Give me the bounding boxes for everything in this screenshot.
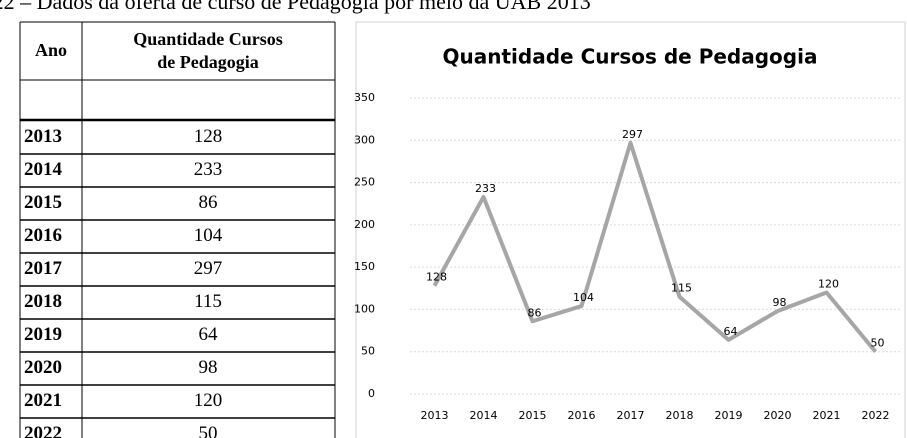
table-year: 2019: [24, 324, 62, 345]
data-label: 98: [773, 296, 787, 309]
x-tick-label: 2019: [715, 409, 743, 422]
table-year: 2020: [24, 357, 62, 378]
table-value: 297: [194, 258, 223, 279]
x-tick-label: 2014: [470, 409, 498, 422]
x-tick-label: 2021: [813, 409, 841, 422]
y-tick-label: 150: [354, 260, 375, 273]
table-value: 50: [199, 423, 218, 438]
table-year: 2017: [24, 258, 63, 279]
table-value: 115: [194, 291, 222, 312]
table-year: 2018: [24, 291, 62, 312]
table-value: 104: [194, 225, 223, 246]
table-year: 2021: [24, 390, 62, 411]
y-tick-label: 350: [354, 91, 375, 104]
table-header-line: Quantidade Cursos: [133, 29, 283, 49]
table-header: Quantidade Cursos de Pedagogia: [133, 29, 283, 72]
x-tick-label: 2016: [568, 409, 596, 422]
table-header: Ano: [35, 40, 67, 60]
table-year: 2013: [24, 126, 62, 147]
data-label: 50: [871, 337, 885, 350]
data-label: 120: [818, 278, 839, 291]
y-tick-label: 0: [368, 387, 375, 400]
y-tick-label: 200: [354, 218, 375, 231]
x-tick-label: 2018: [666, 409, 694, 422]
x-tick-label: 2022: [862, 409, 890, 422]
table-year: 2015: [24, 192, 62, 213]
x-tick-label: 2015: [519, 409, 547, 422]
line: [432, 140, 878, 353]
table-value: 64: [199, 324, 219, 345]
chart-title: Quantidade Cursos de Pedagogia: [443, 45, 818, 69]
x-tick-label: 2017: [617, 409, 645, 422]
data-label: 104: [573, 291, 594, 304]
table-year: 2016: [24, 225, 62, 246]
table-value: 233: [194, 159, 223, 180]
y-tick-label: 300: [354, 133, 375, 146]
table-value: 120: [194, 390, 223, 411]
table-year: 2022: [24, 423, 62, 438]
chart-frame: [355, 21, 906, 438]
table-value: 98: [199, 357, 218, 378]
y-tick-label: 50: [361, 345, 375, 358]
table-header-line: de Pedagogia: [157, 52, 259, 72]
y-tick-label: 250: [354, 176, 375, 189]
table-value: 128: [194, 126, 223, 147]
data-label: 128: [426, 271, 447, 284]
data-label: 115: [671, 282, 692, 295]
x-tick-label: 2020: [764, 409, 792, 422]
y-tick-label: 100: [354, 302, 375, 315]
table-value: 86: [199, 192, 218, 213]
table-year: 2014: [24, 159, 63, 180]
x-tick-label: 2013: [421, 409, 449, 422]
data-label: 233: [475, 182, 496, 195]
data-label: 86: [528, 306, 542, 319]
data-label: 297: [622, 128, 643, 141]
data-label: 64: [724, 325, 738, 338]
caption: ra 22 – Dados da oferta de curso de Peda…: [0, 0, 591, 14]
